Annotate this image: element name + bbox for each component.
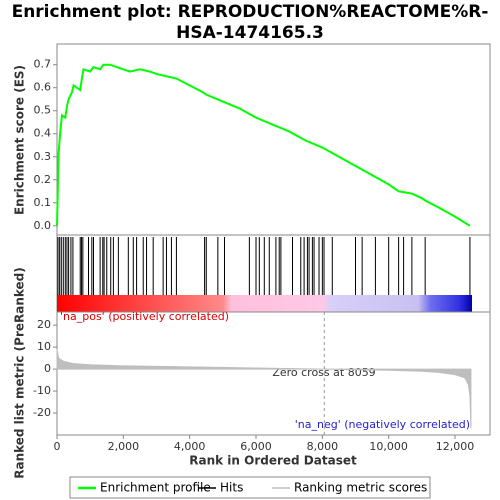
y-tick-label: 0.0 xyxy=(34,219,52,232)
x-tick-label: 4,000 xyxy=(174,440,206,453)
y-tick-label: 0.7 xyxy=(34,58,52,71)
y-tick-label: 0.6 xyxy=(34,81,52,94)
es-panel xyxy=(56,43,491,236)
y-tick-label: 20 xyxy=(37,318,51,331)
metric-area xyxy=(56,349,472,429)
y-tick-label: 0.1 xyxy=(34,196,52,209)
es-line xyxy=(56,63,471,227)
x-tick-label: 6,000 xyxy=(240,440,272,453)
legend xyxy=(69,476,431,499)
y-axis-title: Enrichment score (ES) xyxy=(13,65,27,215)
legend-label: Ranking metric scores xyxy=(294,481,427,495)
y-axis-title: Ranked list metric (PreRanked) xyxy=(13,267,27,479)
chart-title: HSA-1474165.3 xyxy=(176,23,324,43)
annotation: 'na_pos' (positively correlated) xyxy=(60,310,229,323)
y-tick-label: 0.2 xyxy=(34,173,52,186)
y-tick-label: 0.4 xyxy=(34,127,52,140)
legend-label: Hits xyxy=(220,481,243,495)
x-tick-label: 0 xyxy=(54,440,61,453)
annotation: 'na_neg' (negatively correlated) xyxy=(295,418,470,431)
legend-label: Enrichment profile xyxy=(100,481,211,495)
metric-panel xyxy=(56,311,491,436)
y-tick-label: 0.5 xyxy=(34,104,52,117)
x-tick-label: 12,000 xyxy=(436,440,475,453)
x-axis-title: Rank in Ordered Dataset xyxy=(189,454,357,468)
x-tick-label: 2,000 xyxy=(108,440,140,453)
chart-title: Enrichment plot: REPRODUCTION%REACTOME%R… xyxy=(12,2,489,22)
y-tick-label: 0 xyxy=(44,362,51,375)
y-tick-label: 10 xyxy=(37,340,51,353)
y-tick-label: -10 xyxy=(33,384,51,397)
x-tick-label: 8,000 xyxy=(307,440,339,453)
y-tick-label: -20 xyxy=(33,406,51,419)
y-tick-label: 0.3 xyxy=(34,150,52,163)
color-bar xyxy=(57,295,472,312)
x-tick-label: 10,000 xyxy=(369,440,408,453)
